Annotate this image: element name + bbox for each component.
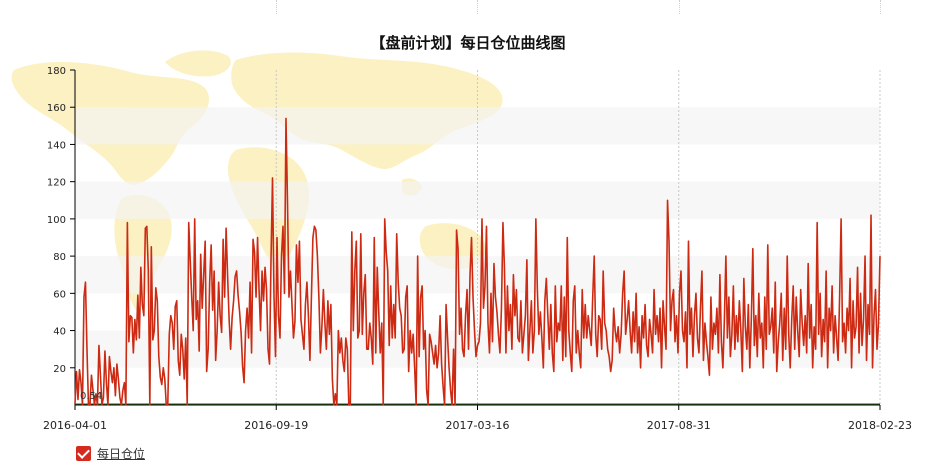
legend-toggle-checkbox[interactable] bbox=[76, 445, 91, 461]
y-axis-ticks: 20 40 60 80 100 120 140 160 180 bbox=[47, 66, 75, 375]
x-axis-ticks: 2016-04-01 2016-09-19 2017-03-16 2017-08-31… bbox=[43, 405, 912, 432]
x-tick-label: 2016-04-01 bbox=[43, 419, 107, 432]
x-tick-label: 2018-02-23 bbox=[848, 419, 912, 432]
legend-series-label[interactable]: 每日仓位 bbox=[97, 446, 146, 461]
start-value-label: 0.54 bbox=[80, 391, 102, 402]
y-tick-label: 20 bbox=[53, 364, 66, 375]
y-tick-label: 140 bbox=[47, 140, 66, 151]
y-tick-label: 160 bbox=[47, 103, 66, 114]
series-line-position bbox=[74, 117, 881, 406]
x-tick-label: 2016-09-19 bbox=[244, 419, 308, 432]
y-tick-label: 80 bbox=[53, 252, 66, 263]
top-border-strip bbox=[0, 0, 936, 14]
chart-legend: 每日仓位 bbox=[76, 444, 145, 462]
y-tick-label: 40 bbox=[53, 327, 66, 338]
x-tick-label: 2017-03-16 bbox=[446, 419, 510, 432]
x-tick-label: 2017-08-31 bbox=[647, 419, 711, 432]
chart-title: 【盘前计划】每日仓位曲线图 bbox=[370, 34, 565, 52]
y-tick-label: 180 bbox=[47, 66, 66, 77]
y-tick-label: 60 bbox=[53, 289, 66, 300]
y-tick-label: 120 bbox=[47, 178, 66, 189]
y-tick-label: 100 bbox=[47, 215, 66, 226]
